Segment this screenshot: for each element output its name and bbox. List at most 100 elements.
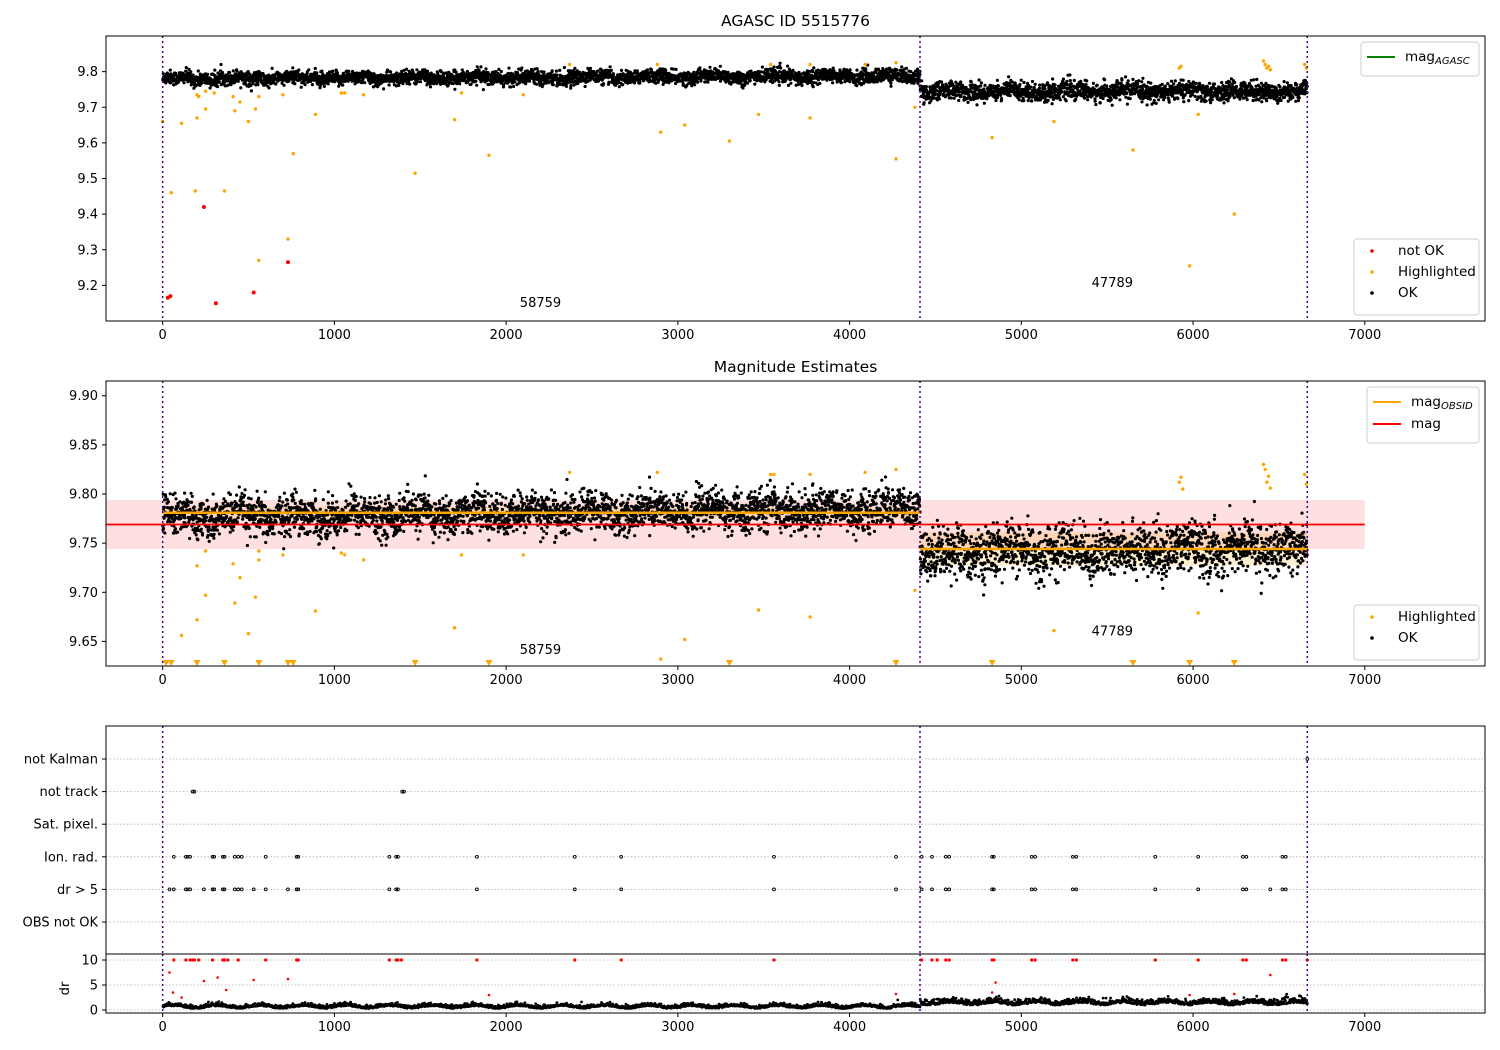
ok-point [936, 82, 941, 86]
ok-point [1022, 80, 1026, 85]
ok-point [1251, 98, 1255, 103]
ok-point [1069, 82, 1073, 86]
ok-point [363, 81, 367, 85]
ok-point [1160, 82, 1164, 86]
ok-point [439, 70, 444, 74]
ok-point [786, 64, 790, 68]
ok-point [322, 84, 326, 88]
ok-point [760, 65, 765, 69]
ok-point [1118, 98, 1122, 102]
ok-point [1029, 85, 1033, 89]
ok-point [536, 69, 540, 74]
ok-point [1194, 81, 1198, 85]
ok-point [922, 101, 926, 105]
ok-point [1068, 79, 1072, 83]
ok-point [168, 68, 172, 72]
ok-point [1124, 75, 1128, 79]
ok-point [588, 66, 593, 70]
ok-point [475, 65, 479, 69]
ok-point [1125, 102, 1129, 106]
ok-point [387, 83, 391, 87]
ok-point [777, 83, 781, 87]
ok-point [1182, 100, 1186, 104]
ok-point [1105, 84, 1109, 88]
ok-point [1098, 101, 1102, 105]
ok-point [1060, 90, 1064, 94]
ok-point [335, 71, 339, 75]
ok-point [606, 76, 610, 80]
ok-point [1163, 84, 1167, 88]
ok-point [932, 96, 936, 100]
ok-point [219, 62, 223, 67]
ok-point [394, 84, 398, 88]
ok-point [979, 81, 984, 85]
ok-point [940, 80, 944, 84]
ok-point [982, 101, 986, 105]
ok-point [293, 82, 297, 86]
ok-point [1061, 95, 1065, 99]
ok-point [555, 73, 559, 77]
ok-point [1234, 84, 1239, 89]
ok-point [617, 85, 621, 89]
ok-point [664, 68, 668, 72]
ok-point [1093, 99, 1097, 103]
ok-point [502, 83, 506, 87]
ok-point [1101, 96, 1105, 101]
ok-point [389, 70, 393, 74]
ok-point [411, 70, 415, 75]
ok-point [299, 85, 303, 89]
ok-point [1145, 103, 1149, 107]
ok-point [550, 69, 554, 73]
ok-point [1167, 100, 1171, 104]
ok-point [1228, 80, 1232, 84]
ok-point [1226, 99, 1230, 103]
ok-point [916, 81, 920, 85]
ok-point [474, 79, 478, 83]
ok-point [1209, 101, 1213, 105]
ok-point [1152, 98, 1156, 103]
ok-point [753, 82, 757, 86]
ok-point [239, 86, 243, 90]
ok-point [497, 67, 501, 71]
ok-point [535, 82, 539, 86]
ok-point [743, 83, 747, 87]
ok-point [460, 68, 464, 72]
plot-area [161, 59, 1309, 306]
ok-point [831, 81, 835, 85]
ok-point [811, 85, 815, 89]
ok-point [1140, 80, 1144, 84]
ok-point [1065, 79, 1069, 83]
ok-point [1133, 91, 1137, 95]
ok-point [1051, 77, 1055, 81]
ok-point [569, 86, 573, 90]
ok-point [779, 66, 783, 70]
ok-point [405, 67, 409, 71]
ok-point [196, 69, 200, 73]
ok-point [848, 80, 852, 84]
ok-point [541, 82, 545, 86]
ok-point [1163, 95, 1167, 99]
ok-point [681, 82, 685, 87]
ok-point [800, 83, 804, 88]
ok-point [1224, 84, 1228, 89]
ok-point [718, 64, 722, 68]
ok-point [1131, 77, 1135, 81]
ok-point [326, 82, 330, 86]
ok-point [995, 96, 1000, 100]
ok-point [499, 69, 503, 74]
ok-point [458, 82, 462, 86]
ok-point [706, 80, 710, 84]
ok-point [772, 65, 776, 69]
ok-point [401, 82, 405, 86]
ok-point [397, 83, 401, 87]
ok-point [434, 79, 438, 83]
ok-point [481, 88, 485, 92]
ok-point [726, 70, 730, 74]
ok-point [189, 70, 193, 74]
ok-point [1067, 90, 1071, 95]
ok-point [818, 81, 822, 85]
ok-point [1157, 98, 1161, 102]
ok-point [633, 81, 637, 85]
